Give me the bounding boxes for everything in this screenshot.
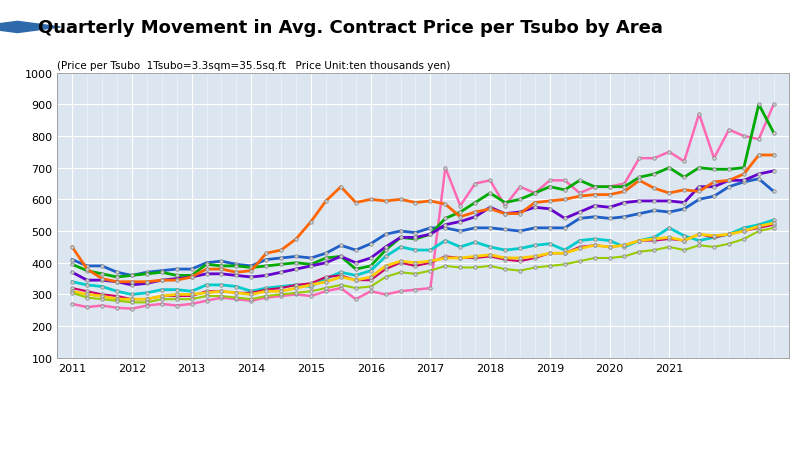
Text: (Price per Tsubo  1Tsubo=3.3sqm=35.5sq.ft   Price Unit:ten thousands yen): (Price per Tsubo 1Tsubo=3.3sqm=35.5sq.ft… bbox=[57, 61, 451, 71]
Polygon shape bbox=[0, 22, 60, 34]
Text: Quarterly Movement in Avg. Contract Price per Tsubo by Area: Quarterly Movement in Avg. Contract Pric… bbox=[38, 19, 663, 37]
